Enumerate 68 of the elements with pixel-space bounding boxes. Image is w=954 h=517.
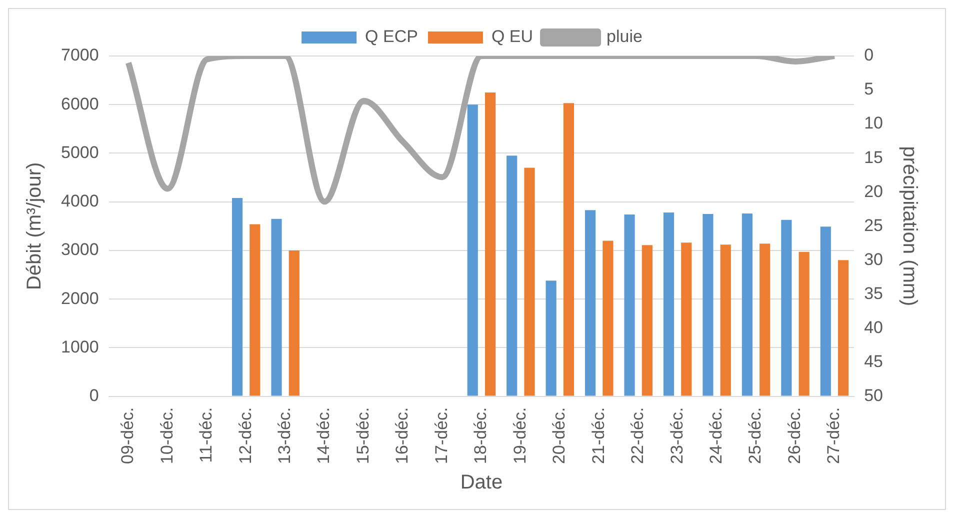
y-tick-label: 2000	[60, 288, 99, 308]
y2-tick-label: 10	[864, 114, 884, 133]
y2-tick-label: 50	[864, 386, 884, 405]
x-tick-label: 10-déc.	[157, 407, 176, 464]
bar	[563, 103, 574, 396]
x-tick-label: 21-déc.	[588, 407, 608, 464]
x-tick-label: 12-déc.	[236, 407, 255, 464]
x-tick-label: 09-déc.	[118, 407, 138, 464]
bar	[702, 214, 714, 396]
x-tick-label: 14-déc.	[314, 407, 334, 464]
y-tick-label: 5000	[60, 142, 99, 162]
bar	[232, 198, 243, 396]
bar	[798, 252, 810, 396]
legend-label: Q EU	[491, 27, 534, 46]
x-tick-label: 13-déc.	[275, 407, 294, 464]
y-tick-label: 3000	[60, 240, 99, 260]
x-tick-label: 18-déc.	[471, 407, 490, 464]
x-tick-label: 23-déc.	[667, 407, 686, 464]
y-tick-label: 7000	[60, 46, 99, 65]
y2-tick-label: 30	[864, 250, 884, 269]
y-tick-label: 0	[89, 386, 99, 405]
x-tick-label: 22-déc.	[628, 407, 648, 464]
y2-tick-label: 35	[864, 284, 884, 303]
bar	[663, 212, 674, 396]
y2-tick-label: 25	[864, 216, 884, 235]
bar	[484, 92, 496, 396]
bar	[681, 242, 692, 396]
x-tick-label: 25-déc.	[746, 407, 765, 464]
bar	[720, 244, 731, 396]
y2-tick-label: 15	[864, 148, 884, 167]
bar	[602, 240, 614, 396]
bar	[524, 168, 535, 396]
bar	[820, 226, 831, 396]
y-axis-title: Débit (m³/jour)	[24, 162, 46, 290]
y2-tick-label: 20	[864, 182, 884, 201]
bar	[467, 104, 478, 396]
bar	[781, 220, 792, 396]
x-tick-label: 26-déc.	[784, 407, 804, 464]
x-tick-label: 19-déc.	[510, 407, 530, 464]
bar	[838, 260, 849, 396]
x-tick-label: 24-déc.	[706, 407, 726, 464]
x-tick-label: 11-déc.	[196, 407, 216, 463]
y2-tick-label: 0	[864, 46, 874, 65]
y2-tick-label: 45	[864, 352, 884, 371]
legend-label: pluie	[606, 27, 642, 46]
y2-tick-label: 5	[864, 80, 874, 99]
bar	[624, 214, 635, 396]
x-tick-label: 16-déc.	[392, 407, 412, 464]
bar	[288, 250, 300, 396]
x-tick-label: 17-déc.	[432, 407, 451, 464]
y-tick-label: 1000	[60, 337, 99, 356]
bar	[271, 218, 282, 396]
bar	[546, 280, 556, 396]
y-tick-label: 6000	[60, 94, 99, 114]
x-tick-label: 15-déc.	[353, 407, 372, 464]
legend-label: Q ECP	[365, 27, 418, 46]
bar	[250, 224, 260, 396]
x-axis-title: Date	[460, 472, 503, 494]
x-tick-label: 27-déc.	[824, 407, 844, 464]
y2-tick-label: 40	[864, 318, 884, 337]
bar	[760, 244, 770, 396]
y2-axis-title: précipitation (mm)	[898, 146, 920, 306]
x-tick-label: 20-déc.	[550, 407, 569, 464]
y-tick-label: 4000	[60, 192, 99, 211]
bar	[585, 210, 596, 396]
bar	[506, 156, 518, 396]
bar	[642, 245, 652, 396]
bar	[742, 214, 752, 396]
